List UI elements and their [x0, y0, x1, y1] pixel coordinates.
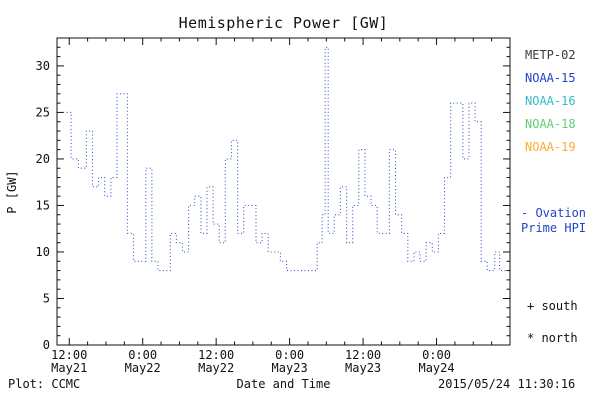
y-tick-label: 10 — [36, 245, 50, 259]
y-tick-label: 25 — [36, 105, 50, 119]
x-tick-time-label: 12:00 — [198, 348, 234, 362]
x-tick-time-label: 0:00 — [275, 348, 304, 362]
plot-source-label: Plot: CCMC — [8, 377, 81, 391]
x-axis-label: Date and Time — [236, 377, 331, 391]
y-tick-label: 15 — [36, 198, 50, 212]
chart-title: Hemispheric Power [GW] — [178, 14, 389, 32]
x-tick-date-label: May24 — [418, 361, 454, 375]
x-tick-time-label: 12:00 — [345, 348, 381, 362]
marker-key-south: + south — [527, 299, 578, 313]
satellite-legend: METP-02 NOAA-15 NOAA-16 NOAA-18 NOAA-19 — [525, 44, 576, 159]
marker-key-north: * north — [527, 331, 578, 345]
legend-item-noaa-19: NOAA-19 — [525, 140, 576, 154]
x-tick-date-label: May23 — [345, 361, 381, 375]
y-tick-label: 0 — [43, 338, 50, 352]
legend-item-noaa-18: NOAA-18 — [525, 117, 576, 131]
y-tick-label: 30 — [36, 59, 50, 73]
ovation-legend: - Ovation Prime HPI — [521, 206, 586, 236]
x-tick-date-label: May21 — [51, 361, 87, 375]
x-tick-date-label: May23 — [272, 361, 308, 375]
y-tick-label: 20 — [36, 152, 50, 166]
plot-border — [56, 37, 511, 346]
x-tick-date-label: May22 — [198, 361, 234, 375]
hpi-step-line — [63, 46, 506, 272]
x-tick-time-label: 12:00 — [51, 348, 87, 362]
legend-item-noaa-16: NOAA-16 — [525, 94, 576, 108]
y-tick-label: 5 — [43, 291, 50, 305]
x-tick-date-label: May22 — [125, 361, 161, 375]
x-tick-time-label: 0:00 — [422, 348, 451, 362]
x-tick-time-label: 0:00 — [128, 348, 157, 362]
ovation-legend-line1: - Ovation — [521, 206, 587, 220]
ovation-legend-line2: Prime HPI — [521, 221, 587, 235]
legend-item-noaa-15: NOAA-15 — [525, 71, 576, 85]
timestamp-label: 2015/05/24 11:30:16 — [438, 377, 576, 391]
legend-item-metp-02: METP-02 — [525, 48, 576, 62]
